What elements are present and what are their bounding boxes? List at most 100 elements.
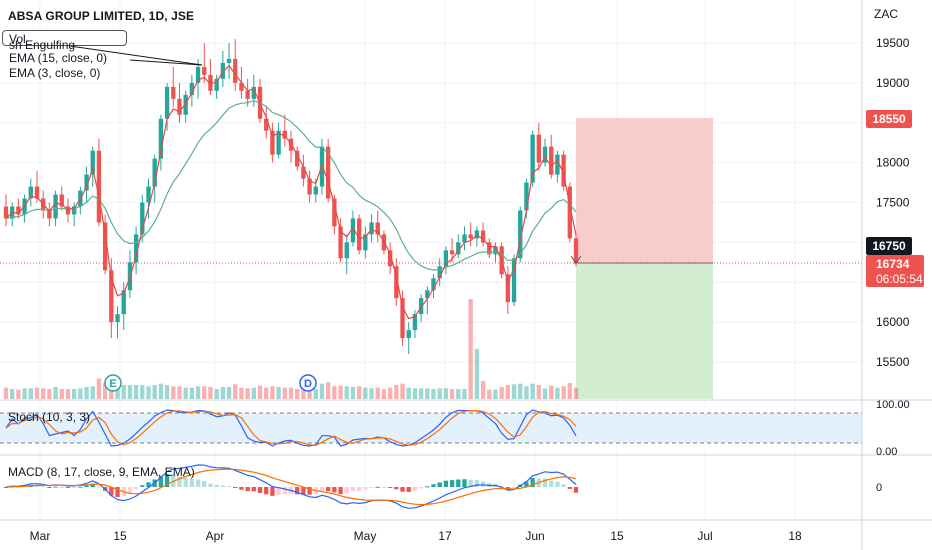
macd-hist-bar bbox=[425, 486, 430, 488]
candle bbox=[214, 74, 219, 99]
symbol-title[interactable]: ABSA GROUP LIMITED, 1D, JSE bbox=[8, 9, 195, 23]
macd-hist-bar bbox=[84, 485, 89, 487]
macd-hist-bar bbox=[350, 487, 356, 492]
macd-hist-bar bbox=[480, 481, 486, 487]
price-tick-label: 17500 bbox=[876, 196, 910, 210]
stop-zone[interactable] bbox=[576, 263, 713, 399]
price-tick-label: 18000 bbox=[876, 156, 910, 170]
price-tick-label: 19500 bbox=[876, 36, 910, 50]
macd-hist-bar bbox=[276, 487, 281, 495]
volume-bar bbox=[245, 388, 250, 399]
legend-vol-label: Vol bbox=[9, 32, 26, 46]
last-price-badge: 16734 06:05:54 bbox=[866, 255, 924, 287]
earnings-marker[interactable]: E bbox=[104, 374, 122, 392]
macd-hist-bar bbox=[78, 486, 83, 488]
legend-vol-box[interactable]: Vol bbox=[2, 30, 127, 46]
price-tick-label: 19000 bbox=[876, 76, 910, 90]
pattern-pointer-1 bbox=[69, 45, 203, 66]
volume-bar bbox=[264, 387, 269, 399]
candle bbox=[90, 146, 95, 187]
macd-hist-bar bbox=[511, 487, 517, 488]
legend-pattern-label[interactable]: sh Engulfing bbox=[9, 38, 76, 52]
candle bbox=[301, 154, 306, 187]
macd-hist-bar bbox=[202, 481, 207, 487]
candle bbox=[425, 286, 430, 315]
dividend-marker[interactable]: D bbox=[299, 374, 317, 392]
candle bbox=[338, 218, 343, 263]
currency-label: ZAC bbox=[874, 7, 898, 21]
volume-bar bbox=[251, 387, 256, 399]
volume-bar bbox=[518, 383, 523, 399]
volume-bar bbox=[387, 387, 393, 399]
candle bbox=[109, 258, 114, 339]
candle bbox=[555, 150, 560, 183]
candle bbox=[102, 214, 108, 275]
macd-hist-bar bbox=[474, 480, 480, 487]
candle bbox=[462, 226, 467, 251]
candle bbox=[65, 198, 71, 223]
volume-bar bbox=[338, 385, 343, 399]
entry-price-badge: 16750 bbox=[866, 237, 912, 255]
candle bbox=[115, 306, 120, 339]
candle bbox=[326, 138, 331, 203]
price-axis[interactable]: ZAC 195001900018500180001750017000165001… bbox=[874, 7, 910, 369]
stoch-label[interactable]: Stoch (10, 3, 3) bbox=[8, 410, 91, 424]
macd-label[interactable]: MACD (8, 17, close, 9, EMA, EMA) bbox=[8, 465, 195, 479]
candle bbox=[270, 122, 275, 163]
volume-bar bbox=[418, 388, 424, 399]
volume-bar bbox=[195, 386, 201, 399]
legend-ema15-label[interactable]: EMA (15, close, 0) bbox=[9, 51, 108, 65]
volume-bar bbox=[524, 386, 529, 399]
volume-bar bbox=[326, 382, 331, 399]
macd-hist-bar bbox=[270, 487, 275, 496]
candle bbox=[282, 114, 287, 147]
volume-bar bbox=[350, 387, 356, 399]
svg-text:16750: 16750 bbox=[872, 239, 906, 253]
macd-hist-bar bbox=[41, 486, 46, 488]
target-zone[interactable] bbox=[576, 118, 713, 263]
time-axis[interactable]: Mar 15 Apr May 17 Jun 15 Jul 18 bbox=[30, 529, 802, 543]
volume-bar bbox=[443, 388, 449, 399]
target-price-badge: 18550 bbox=[866, 110, 912, 128]
macd-hist-bar bbox=[400, 487, 405, 492]
candle bbox=[406, 322, 411, 355]
macd-hist-bar bbox=[431, 484, 436, 487]
volume-bar bbox=[189, 387, 195, 399]
volume-bar bbox=[425, 388, 430, 399]
candle bbox=[226, 43, 232, 79]
volume-bar bbox=[394, 385, 399, 399]
stoch-axis-100: 100.00 bbox=[876, 399, 910, 411]
candle bbox=[288, 130, 294, 163]
candle bbox=[437, 258, 442, 287]
macd-line bbox=[5, 464, 577, 509]
macd-hist-bar bbox=[164, 474, 170, 487]
volume-bar bbox=[555, 387, 560, 399]
macd-hist-bar bbox=[344, 487, 349, 494]
candle bbox=[400, 290, 405, 347]
macd-signal-line bbox=[5, 468, 577, 506]
time-tick-label: Jul bbox=[697, 529, 712, 543]
macd-hist-bar bbox=[90, 483, 95, 487]
macd-hist-bar bbox=[257, 487, 263, 494]
volume-bar bbox=[468, 299, 473, 399]
volume-bar bbox=[140, 385, 145, 399]
macd-hist-bar bbox=[418, 487, 424, 489]
macd-hist-bar bbox=[363, 487, 368, 490]
last-candle-arrow bbox=[570, 255, 582, 264]
candle bbox=[332, 194, 337, 235]
volume-bar bbox=[226, 387, 232, 399]
volume-bar bbox=[171, 386, 176, 399]
legend-ema3-label[interactable]: EMA (3, close, 0) bbox=[9, 66, 101, 80]
volume-bar bbox=[59, 389, 64, 399]
macd-hist-bar bbox=[133, 487, 139, 490]
volume-bar bbox=[437, 388, 442, 399]
volume-bar bbox=[16, 389, 21, 399]
macd-hist-bar bbox=[3, 487, 9, 488]
volume-bar bbox=[3, 387, 9, 399]
volume-bar bbox=[356, 386, 362, 399]
candle bbox=[480, 222, 486, 247]
candle bbox=[84, 166, 89, 203]
candle bbox=[536, 122, 541, 171]
